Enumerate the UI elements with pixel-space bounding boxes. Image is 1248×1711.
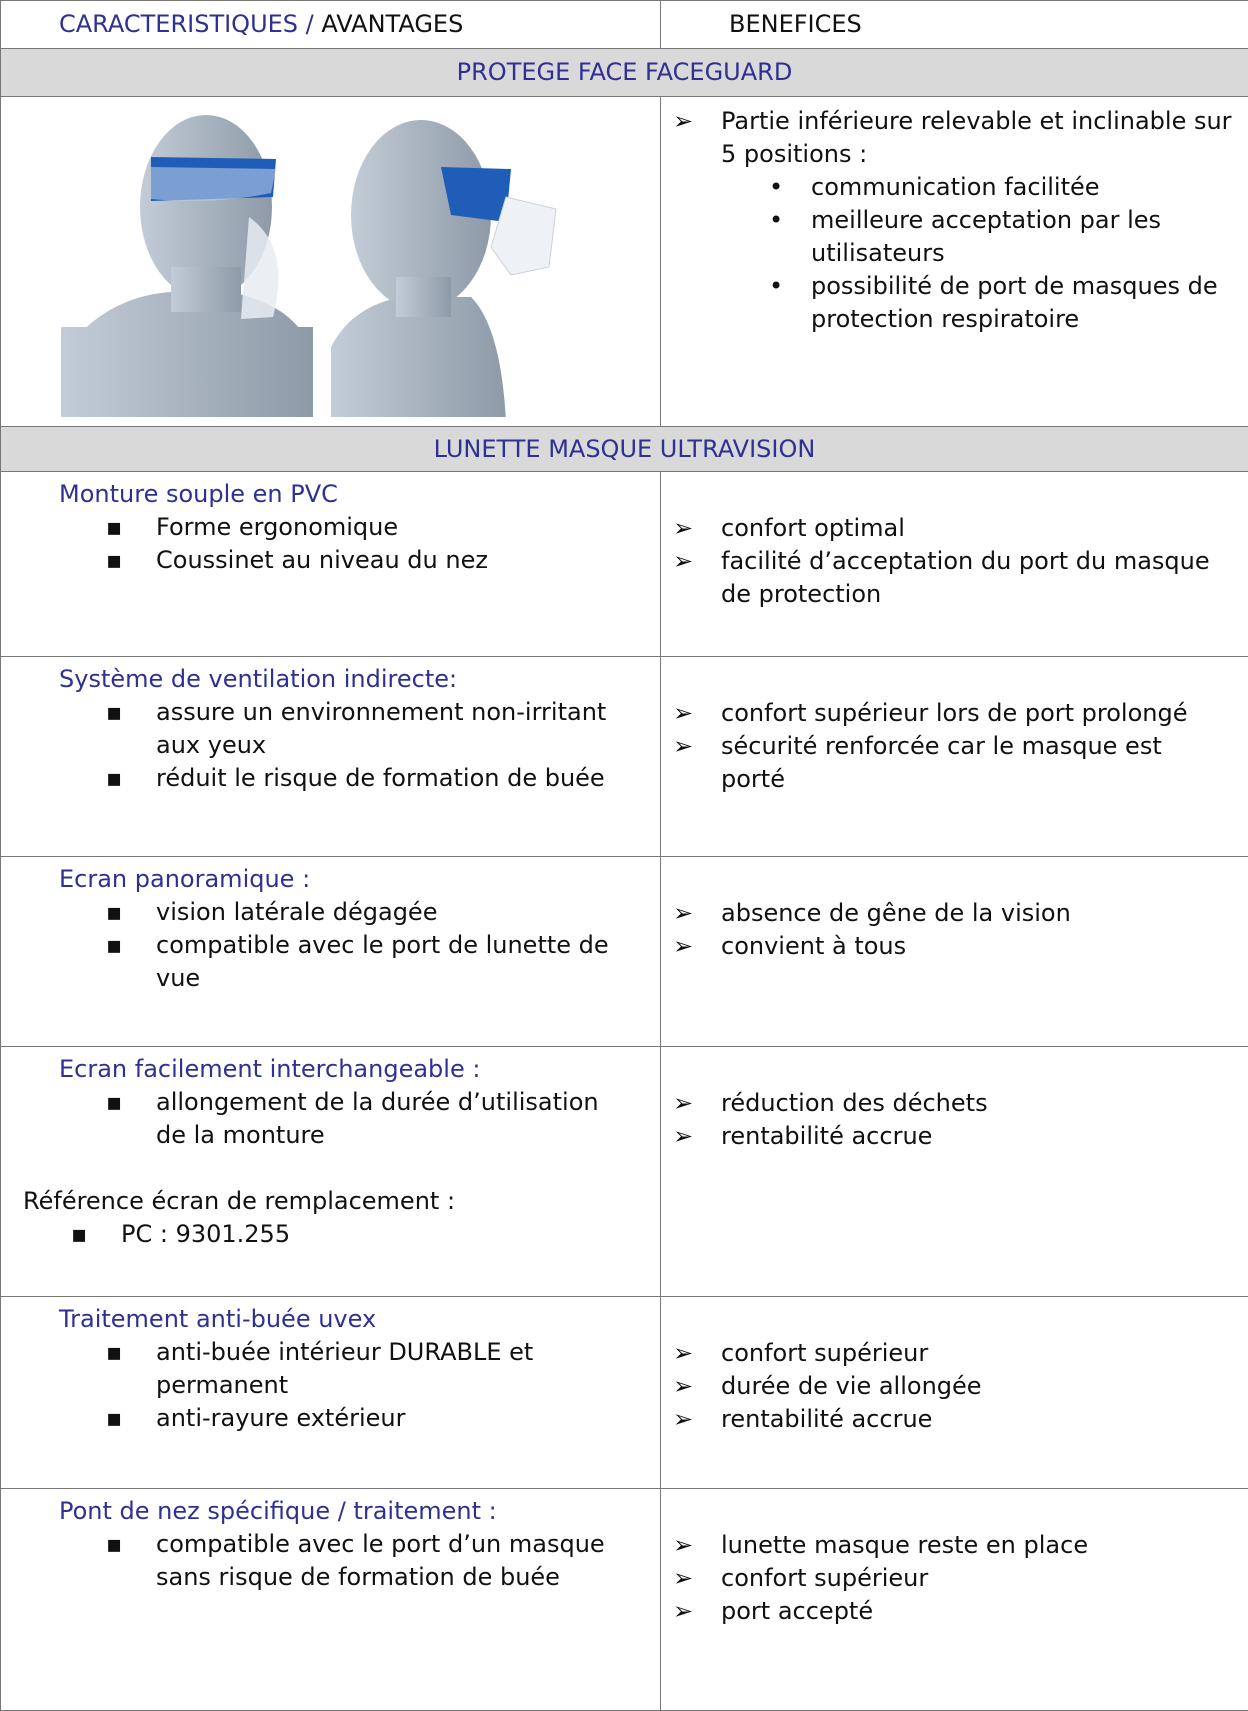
header-row: CARACTERISTIQUES / AVANTAGES BENEFICES: [1, 1, 1248, 49]
bullet-list: lunette masque reste en placeconfort sup…: [661, 1529, 1248, 1628]
bullet-list: assure un environnement non-irritant aux…: [1, 696, 660, 795]
bullet-item: absence de gêne de la vision: [721, 897, 1228, 930]
feature-cell: Pont de nez spécifique / traitement :com…: [1, 1489, 661, 1711]
bullet-item: confort supérieur: [721, 1337, 1228, 1370]
feature-cell: Traitement anti-buée uvexanti-buée intér…: [1, 1297, 661, 1489]
section-row: PROTEGE FACE FACEGUARD: [1, 49, 1248, 97]
benefit-cell: confort supérieurdurée de vie allongéere…: [661, 1297, 1248, 1489]
bullet-item: anti-rayure extérieur: [156, 1402, 630, 1435]
bullet-list: vision latérale dégagéecompatible avec l…: [1, 896, 660, 995]
feature-row: Monture souple en PVCForme ergonomiqueCo…: [1, 472, 1248, 657]
bullet-item: confort supérieur lors de port prolongé: [721, 697, 1228, 730]
feature-heading: Pont de nez spécifique / traitement :: [1, 1489, 660, 1528]
feature-row: Ecran panoramique :vision latérale dégag…: [1, 857, 1248, 1047]
bullet-item: communication facilitée: [811, 171, 1238, 204]
bullet-item: compatible avec le port d’un masque sans…: [156, 1528, 630, 1594]
benefit-cell: confort optimalfacilité d’acceptation du…: [661, 472, 1248, 657]
bullet-item: rentabilité accrue: [721, 1403, 1228, 1436]
bullet-list: réduction des déchetsrentabilité accrue: [661, 1087, 1248, 1153]
bullet-list: Forme ergonomiqueCoussinet au niveau du …: [1, 511, 660, 577]
bullet-item: Coussinet au niveau du nez: [156, 544, 630, 577]
bullet-item: allongement de la durée d’utilisation de…: [156, 1086, 630, 1152]
bullet-item: port accepté: [721, 1595, 1228, 1628]
image-row: Partie inférieure relevable et inclinabl…: [1, 97, 1248, 427]
bullet-item: durée de vie allongée: [721, 1370, 1228, 1403]
bullet-item: convient à tous: [721, 930, 1228, 963]
bullet-item: confort supérieur: [721, 1562, 1228, 1595]
bullet-item: facilité d’acceptation du port du masque…: [721, 545, 1228, 611]
feature-heading: Ecran panoramique :: [1, 857, 660, 896]
bullet-item: possibilité de port de masques de protec…: [811, 270, 1238, 336]
bullet-item: Forme ergonomique: [156, 511, 630, 544]
section-row: LUNETTE MASQUE ULTRAVISION: [1, 427, 1248, 472]
feature-heading: Ecran facilement interchangeable :: [1, 1047, 660, 1086]
section-title: PROTEGE FACE FACEGUARD: [1, 49, 1248, 97]
header-text: CARACTERISTIQUES /: [59, 10, 314, 38]
bullet-item: assure un environnement non-irritant aux…: [156, 696, 630, 762]
feature-heading: Traitement anti-buée uvex: [1, 1297, 660, 1336]
feature-row: Pont de nez spécifique / traitement :com…: [1, 1489, 1248, 1711]
bullet-list: communication facilitéemeilleure accepta…: [661, 171, 1248, 336]
header-cell: BENEFICES: [661, 1, 1248, 49]
bullet-item: réduit le risque de formation de buée: [156, 762, 630, 795]
benefit-cell: absence de gêne de la visionconvient à t…: [661, 857, 1248, 1047]
benefit-cell: confort supérieur lors de port prolongés…: [661, 657, 1248, 857]
feature-row: Ecran facilement interchangeable :allong…: [1, 1047, 1248, 1297]
bullet-list: PC : 9301.255: [1, 1218, 660, 1251]
bullet-item: PC : 9301.255: [121, 1218, 630, 1251]
feature-cell: Ecran facilement interchangeable :allong…: [1, 1047, 661, 1297]
bullet-item: vision latérale dégagée: [156, 896, 630, 929]
header-text: BENEFICES: [729, 10, 862, 38]
benefit-cell: lunette masque reste en placeconfort sup…: [661, 1489, 1248, 1711]
benefit-cell: réduction des déchetsrentabilité accrue: [661, 1047, 1248, 1297]
bullet-item: réduction des déchets: [721, 1087, 1228, 1120]
benefit-cell: Partie inférieure relevable et inclinabl…: [661, 97, 1248, 427]
feature-row: Système de ventilation indirecte:assure …: [1, 657, 1248, 857]
bullet-item: confort optimal: [721, 512, 1228, 545]
bullet-item: sécurité renforcée car le masque est por…: [721, 730, 1228, 796]
feature-cell: Système de ventilation indirecte:assure …: [1, 657, 661, 857]
header-text: AVANTAGES: [321, 10, 463, 38]
feature-row: Traitement anti-buée uvexanti-buée intér…: [1, 1297, 1248, 1489]
feature-heading: Monture souple en PVC: [1, 472, 660, 511]
feature-cell: Monture souple en PVCForme ergonomiqueCo…: [1, 472, 661, 657]
bullet-list: compatible avec le port d’un masque sans…: [1, 1528, 660, 1594]
bullet-list: absence de gêne de la visionconvient à t…: [661, 897, 1248, 963]
bullet-list: allongement de la durée d’utilisation de…: [1, 1086, 660, 1152]
feature-note: Référence écran de remplacement :: [1, 1185, 660, 1218]
image-cell: [1, 97, 661, 427]
bullet-list: confort supérieurdurée de vie allongéere…: [661, 1337, 1248, 1436]
feature-cell: Ecran panoramique :vision latérale dégag…: [1, 857, 661, 1047]
header-cell: CARACTERISTIQUES / AVANTAGES: [1, 1, 661, 49]
section-title: LUNETTE MASQUE ULTRAVISION: [1, 427, 1248, 472]
bullet-item: lunette masque reste en place: [721, 1529, 1228, 1562]
bullet-item: rentabilité accrue: [721, 1120, 1228, 1153]
bullet-list: anti-buée intérieur DURABLE et permanent…: [1, 1336, 660, 1435]
bullet-item: meilleure acceptation par les utilisateu…: [811, 204, 1238, 270]
product-illustration: [1, 97, 641, 417]
bullet-item: anti-buée intérieur DURABLE et permanent: [156, 1336, 630, 1402]
feature-heading: Système de ventilation indirecte:: [1, 657, 660, 696]
bullet-list: confort optimalfacilité d’acceptation du…: [661, 512, 1248, 611]
bullet-item: compatible avec le port de lunette de vu…: [156, 929, 630, 995]
benefit-intro: Partie inférieure relevable et inclinabl…: [661, 105, 1248, 171]
bullet-list: confort supérieur lors de port prolongés…: [661, 697, 1248, 796]
